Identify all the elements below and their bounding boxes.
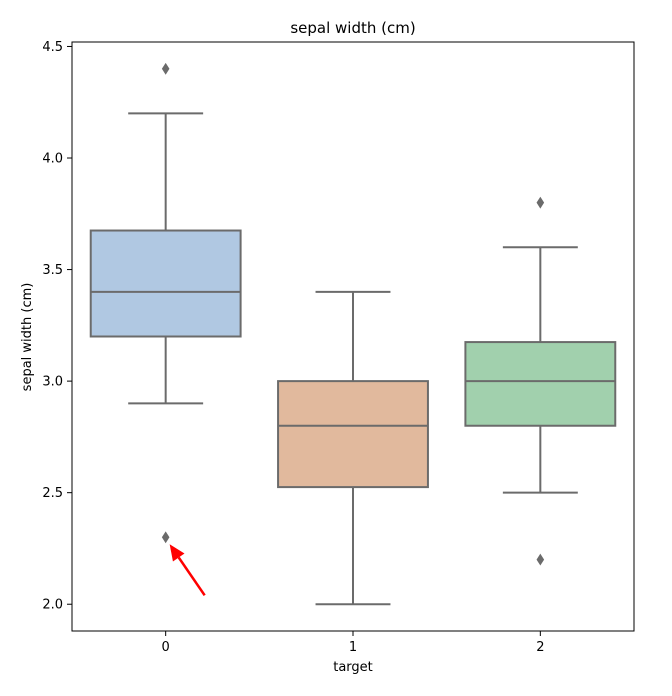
outlier-point xyxy=(161,531,170,544)
x-tick-label: 0 xyxy=(162,640,170,655)
y-tick-label: 2.5 xyxy=(42,486,63,501)
annotation-arrow-shaft xyxy=(177,556,206,597)
y-tick-label: 3.5 xyxy=(42,263,63,278)
y-tick-label: 4.5 xyxy=(42,40,63,55)
box-category-2 xyxy=(464,341,617,427)
y-tick-label: 3.0 xyxy=(42,375,63,390)
x-axis-label: target xyxy=(333,660,373,675)
y-tick-label: 4.0 xyxy=(42,152,63,167)
box-category-1 xyxy=(277,380,429,489)
annotation-arrow-head xyxy=(169,544,185,562)
box-category-0 xyxy=(89,229,242,338)
plot-area: 2.0 2.5 3.0 3.5 4.0 4.5 0 1 2 xyxy=(42,40,617,655)
y-tick-label: 2.0 xyxy=(42,598,63,613)
y-axis-label: sepal width (cm) xyxy=(20,283,35,392)
outlier-point xyxy=(536,553,545,566)
outlier-point xyxy=(161,62,170,75)
chart-title: sepal width (cm) xyxy=(290,19,415,37)
x-tick-label: 2 xyxy=(536,640,544,655)
plot-frame xyxy=(71,41,635,632)
x-tick-label: 1 xyxy=(349,640,357,655)
outlier-point xyxy=(536,196,545,209)
